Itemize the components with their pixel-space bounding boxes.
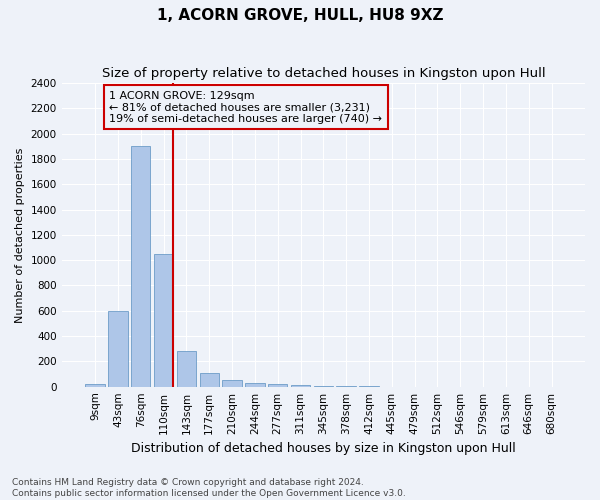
Text: 1, ACORN GROVE, HULL, HU8 9XZ: 1, ACORN GROVE, HULL, HU8 9XZ (157, 8, 443, 22)
Bar (131, 146, 151, 386)
X-axis label: Distribution of detached houses by size in Kingston upon Hull: Distribution of detached houses by size … (131, 442, 516, 455)
Y-axis label: Number of detached properties: Number of detached properties (15, 147, 25, 322)
Bar (108, 311, 128, 386)
Bar (268, 384, 287, 386)
Title: Size of property relative to detached houses in Kingston upon Hull: Size of property relative to detached ho… (101, 68, 545, 80)
Text: Contains HM Land Registry data © Crown copyright and database right 2024.
Contai: Contains HM Land Registry data © Crown c… (12, 478, 406, 498)
Bar (245, 383, 265, 386)
Bar (291, 385, 310, 386)
Bar (223, 380, 242, 386)
Text: 1 ACORN GROVE: 129sqm
← 81% of detached houses are smaller (3,231)
19% of semi-d: 1 ACORN GROVE: 129sqm ← 81% of detached … (109, 90, 382, 124)
Bar (200, 373, 219, 386)
Bar (85, 384, 105, 386)
Bar (177, 352, 196, 386)
Bar (154, 254, 173, 386)
